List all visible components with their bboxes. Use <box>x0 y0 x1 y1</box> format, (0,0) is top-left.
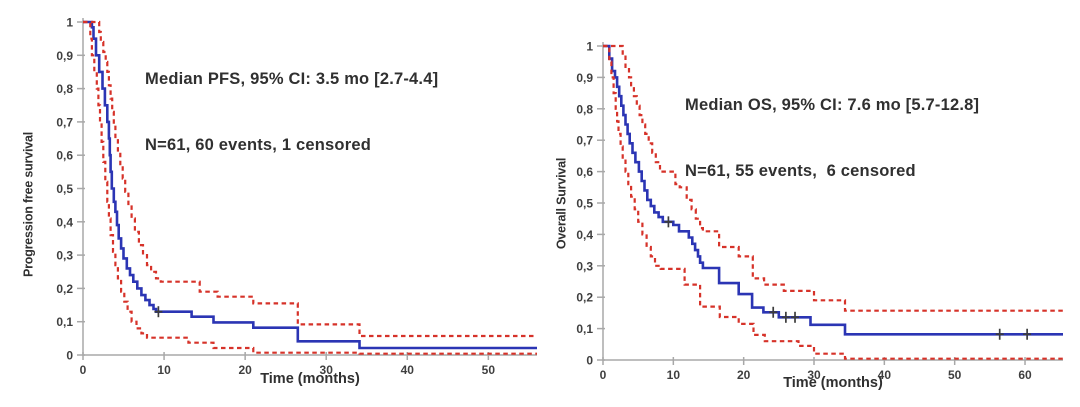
pfs-plot-area: 00,10,20,30,40,50,60,70,80,910 10 20 30 40 50 <box>56 16 537 378</box>
x-tick-label: 20 <box>238 363 252 377</box>
y-tick-label: 1 <box>586 40 593 54</box>
y-tick-label: 0,2 <box>576 291 593 305</box>
y-tick-label: 0,9 <box>576 71 593 85</box>
y-tick-label: 1 <box>66 16 73 30</box>
tick-labels: 00,10,20,30,40,50,60,70,80,910 10 20 30 40 50 <box>56 16 495 378</box>
y-tick-label: 0,7 <box>576 134 593 148</box>
pfs-chart-panel: Median PFS, 95% CI: 3.5 mo [2.7-4.4] N=6… <box>22 16 537 387</box>
y-tick-label: 0,6 <box>56 149 73 163</box>
survival-curve <box>83 20 537 350</box>
x-tick-label: 50 <box>482 363 496 377</box>
y-tick-label: 0,6 <box>576 165 593 179</box>
os-chart-panel: Median OS, 95% CI: 7.6 mo [5.7-12.8] N=6… <box>540 0 1080 407</box>
os-x-axis-label: Time (months) <box>783 375 883 391</box>
tick-labels: 00,10,20,30,40,50,60,70,80,910 10 20 30 40 50… <box>576 40 1032 383</box>
y-tick-label: 0,5 <box>576 197 593 211</box>
x-tick-label: 40 <box>878 368 892 382</box>
os-plot-area: 00,10,20,30,40,50,60,70,80,910 10 20 30 40 50… <box>576 40 1063 383</box>
y-tick-label: 0,8 <box>576 102 593 116</box>
pfs-title-line1: Median PFS, 95% CI: 3.5 mo [2.7-4.4] <box>145 70 439 88</box>
x-tick-label: 60 <box>1018 368 1032 382</box>
x-tick-label: 30 <box>320 363 334 377</box>
ci-bound-lower-95ci <box>83 20 537 355</box>
censor-marks <box>664 216 1032 340</box>
y-tick-label: 0,4 <box>56 215 73 229</box>
censor-marks <box>154 306 163 318</box>
y-tick-label: 0,1 <box>56 315 73 329</box>
x-tick-label: 30 <box>807 368 821 382</box>
ci-bound-lower-95ci <box>603 44 1063 360</box>
pfs-x-axis-label: Time (months) <box>260 371 360 387</box>
os-title-line1: Median OS, 95% CI: 7.6 mo [5.7-12.8] <box>685 96 980 114</box>
ci-bound-upper-95ci <box>83 20 537 338</box>
axes <box>77 18 537 360</box>
y-tick-label: 0,4 <box>576 228 593 242</box>
ci-bound-upper-95ci <box>603 44 1063 312</box>
x-tick-label: 10 <box>157 363 171 377</box>
y-tick-label: 0,5 <box>56 182 73 196</box>
pfs-title-line2: N=61, 60 events, 1 censored <box>145 136 371 154</box>
os-title-line2: N=61, 55 events, 6 censored <box>685 162 916 180</box>
x-tick-label: 50 <box>948 368 962 382</box>
x-tick-label: 40 <box>401 363 415 377</box>
x-tick-label: 0 <box>80 363 87 377</box>
x-tick-label: 20 <box>737 368 751 382</box>
y-tick-label: 0,8 <box>56 82 73 96</box>
axes <box>597 42 1063 365</box>
y-tick-label: 0,3 <box>56 249 73 263</box>
y-tick-label: 0 <box>66 349 73 363</box>
y-tick-label: 0 <box>586 354 593 368</box>
y-tick-label: 0,9 <box>56 49 73 63</box>
y-tick-label: 0,3 <box>576 259 593 273</box>
y-tick-label: 0,2 <box>56 282 73 296</box>
x-tick-label: 10 <box>667 368 681 382</box>
pfs-title: Median PFS, 95% CI: 3.5 mo [2.7-4.4] N=6… <box>145 24 438 200</box>
os-title: Median OS, 95% CI: 7.6 mo [5.7-12.8] N=6… <box>685 50 979 226</box>
x-tick-label: 0 <box>600 368 607 382</box>
y-tick-label: 0,7 <box>56 115 73 129</box>
y-tick-label: 0,1 <box>576 322 593 336</box>
survival-curve <box>603 44 1063 336</box>
